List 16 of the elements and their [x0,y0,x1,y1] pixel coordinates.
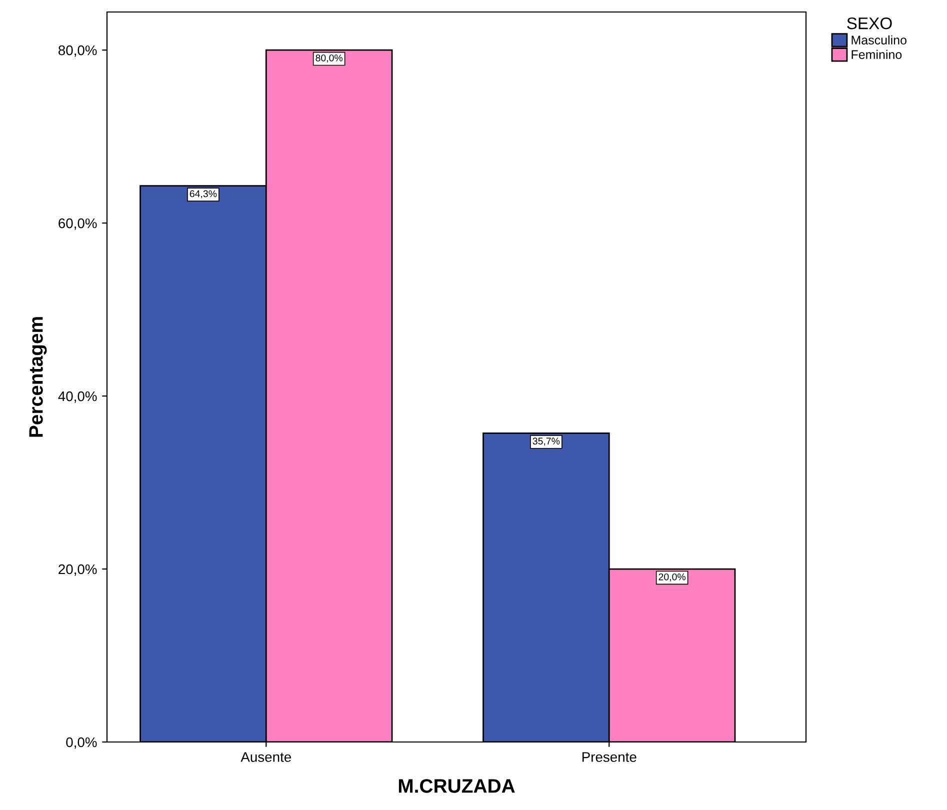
y-tick-label: 40,0% [58,391,97,403]
x-axis-title: M.CRUZADA [398,779,515,793]
legend-label: Masculino [852,35,906,45]
data-label: 35,7% [532,438,560,446]
data-label: 80,0% [316,54,343,63]
x-tick-label: Presente [582,752,636,762]
data-label: 64,3% [190,190,217,198]
y-tick-label: 20,0% [58,564,97,576]
legend-title: SEXO [847,17,892,30]
y-tick-label: 0,0% [66,737,97,749]
y-tick-label: 80,0% [58,45,97,57]
data-label: 20,0% [658,573,686,582]
legend-label: Feminino [852,50,902,60]
y-axis-title: Percentagem [29,317,47,437]
x-tick-label: Ausente [240,752,292,762]
y-tick-label: 60,0% [58,218,97,230]
